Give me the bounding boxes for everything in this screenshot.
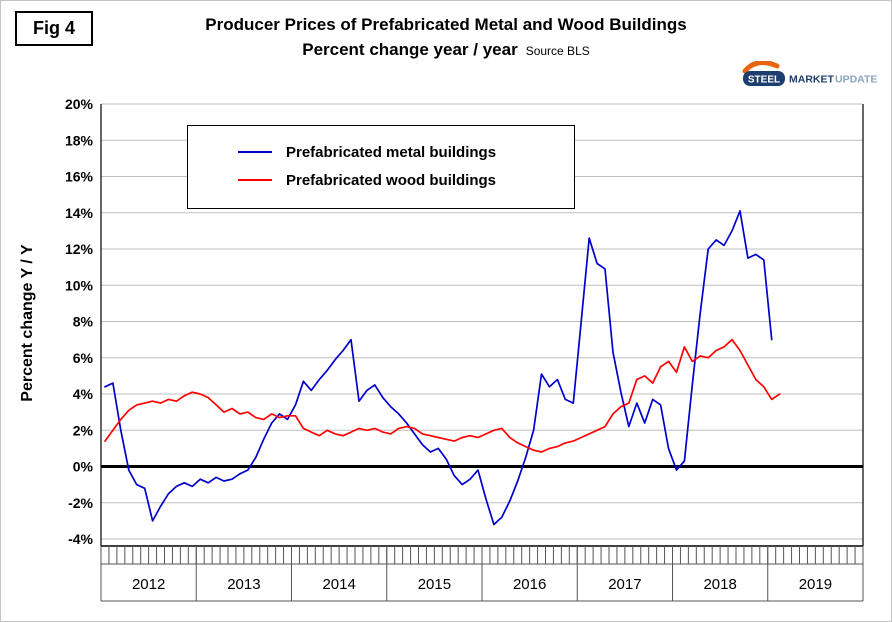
x-axis-year-label: 2013 [227, 576, 260, 593]
logo-steel-badge [743, 71, 785, 86]
legend-item-wood: Prefabricated wood buildings [238, 167, 564, 193]
y-axis-tick-label: 10% [65, 277, 94, 293]
y-axis-tick-label: -2% [68, 495, 93, 511]
chart-subtitle-row: Percent change year / year Source BLS [1, 38, 891, 62]
y-axis-tick-label: 6% [73, 350, 94, 366]
x-axis-year-label: 2019 [799, 576, 832, 593]
chart-subtitle: Percent change year / year [302, 39, 518, 59]
y-axis-tick-label: 18% [65, 132, 94, 148]
logo-update-text: UPDATE [835, 74, 877, 86]
x-axis-year-label: 2015 [418, 576, 451, 593]
legend: Prefabricated metal buildings Prefabrica… [187, 125, 575, 209]
logo-swoosh-icon [742, 59, 780, 74]
y-axis-tick-label: 2% [73, 422, 94, 438]
legend-label-metal: Prefabricated metal buildings [286, 143, 497, 161]
y-axis-tick-label: 14% [65, 205, 94, 221]
y-axis-tick-label: 12% [65, 241, 94, 257]
series-line-metal [104, 210, 773, 526]
legend-line-wood-icon [238, 179, 272, 181]
x-axis-year-label: 2016 [513, 576, 546, 593]
fig-label: Fig 4 [15, 11, 94, 46]
logo-steel-text: STEEL [748, 75, 780, 86]
source-label: Source BLS [525, 43, 590, 58]
y-axis-tick-label: 0% [73, 459, 94, 475]
series-line-wood [104, 338, 781, 453]
y-axis-tick-label: 8% [73, 314, 94, 330]
legend-line-metal-icon [238, 151, 272, 153]
legend-item-metal: Prefabricated metal buildings [238, 139, 564, 165]
smu-logo-graphic: STEEL MARKET UPDATE [742, 59, 877, 86]
y-axis-tick-label: 16% [65, 169, 94, 185]
x-axis-year-label: 2014 [322, 576, 355, 593]
logo-market-text: MARKET [789, 74, 834, 86]
y-axis-tick-label: -4% [68, 531, 93, 547]
y-axis-tick-label: 20% [65, 96, 94, 112]
y-axis-tick-label: 4% [73, 386, 94, 402]
legend-label-wood: Prefabricated wood buildings [286, 171, 497, 189]
smu-logo: STEEL MARKET UPDATE [741, 59, 879, 94]
chart-title: Producer Prices of Prefabricated Metal a… [205, 15, 687, 34]
chart-header: Producer Prices of Prefabricated Metal a… [1, 13, 891, 61]
x-axis-year-label: 2012 [132, 576, 165, 593]
x-axis-year-label: 2017 [608, 576, 641, 593]
x-axis-year-label: 2018 [703, 576, 736, 593]
